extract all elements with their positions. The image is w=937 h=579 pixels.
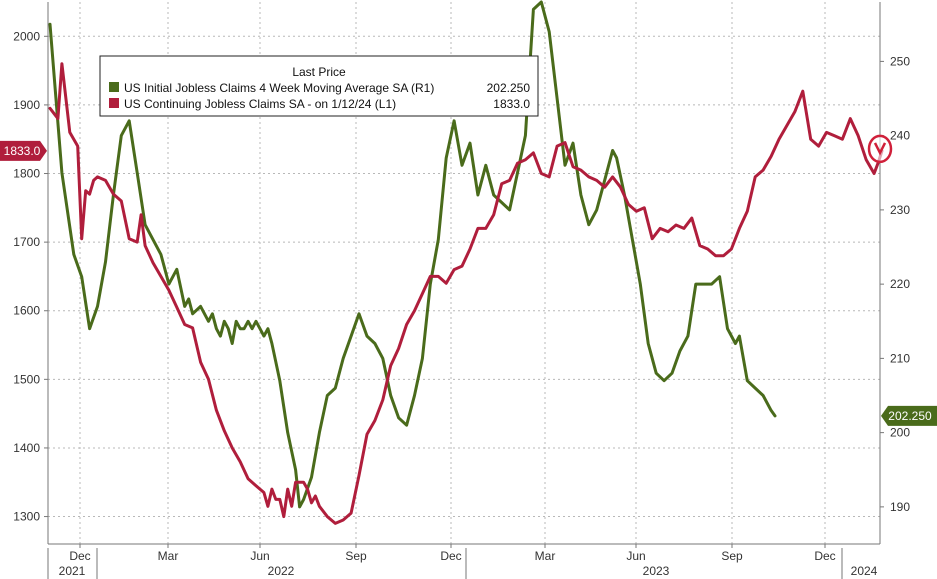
right-tick-label: 220 — [890, 277, 910, 291]
x-month-label: Dec — [69, 549, 90, 563]
series-lines — [48, 0, 884, 525]
right-tick-label: 240 — [890, 129, 910, 143]
x-month-label: Jun — [626, 549, 645, 563]
highlight-circle — [867, 134, 893, 164]
x-year-label: 2022 — [268, 564, 295, 578]
initial-legend-swatch — [109, 82, 119, 92]
left-tick-label: 1300 — [13, 510, 40, 524]
left-tick-label: 1800 — [13, 167, 40, 181]
left-tick-label: 1500 — [13, 372, 40, 386]
continuing-series-line — [48, 62, 884, 525]
right-tick-label: 230 — [890, 203, 910, 217]
x-month-label: Sep — [721, 549, 743, 563]
legend-box — [99, 55, 539, 117]
left-tick-label: 1900 — [13, 98, 40, 112]
right-price-tag — [881, 405, 937, 426]
axes: 1300 1400 1500 1600 1700 1800 1900 2000 190 200 21… — [13, 2, 910, 579]
x-month-label: Dec — [440, 549, 461, 563]
initial-legend-value: 202.250 — [487, 81, 531, 95]
x-month-label: Jun — [250, 549, 269, 563]
initial-legend-label: US Initial Jobless Claims 4 Week Moving … — [124, 81, 434, 95]
x-month-label: Mar — [158, 549, 179, 563]
right-tick-label: 210 — [890, 351, 910, 365]
initial-series-line — [48, 0, 777, 509]
continuing-legend-label: US Continuing Jobless Claims SA - on 1/1… — [124, 97, 396, 111]
right-price-tag-label: 202.250 — [888, 409, 932, 423]
right-tick-label: 250 — [890, 54, 910, 68]
x-month-label: Dec — [814, 549, 835, 563]
last-price-tags: 1833.0 202.250 — [0, 140, 937, 426]
x-year-label: 2024 — [851, 564, 878, 578]
left-tick-label: 1700 — [13, 235, 40, 249]
left-price-tag-label: 1833.0 — [4, 144, 41, 158]
continuing-legend-value: 1833.0 — [493, 97, 530, 111]
legend: Last Price US Initial Jobless Claims 4 We… — [99, 55, 539, 117]
right-tick-label: 200 — [890, 426, 910, 440]
x-year-label: 2023 — [643, 564, 670, 578]
highlight-check — [873, 142, 887, 156]
left-tick-label: 1600 — [13, 304, 40, 318]
highlight-marker — [867, 134, 893, 164]
x-year-label: 2021 — [59, 564, 86, 578]
continuing-legend-swatch — [109, 98, 119, 108]
legend-title: Last Price — [292, 65, 346, 79]
x-month-label: Mar — [535, 549, 556, 563]
right-tick-label: 190 — [890, 500, 910, 514]
x-month-label: Sep — [345, 549, 367, 563]
left-tick-label: 1400 — [13, 441, 40, 455]
left-tick-label: 2000 — [13, 29, 40, 43]
left-price-tag — [0, 140, 47, 161]
